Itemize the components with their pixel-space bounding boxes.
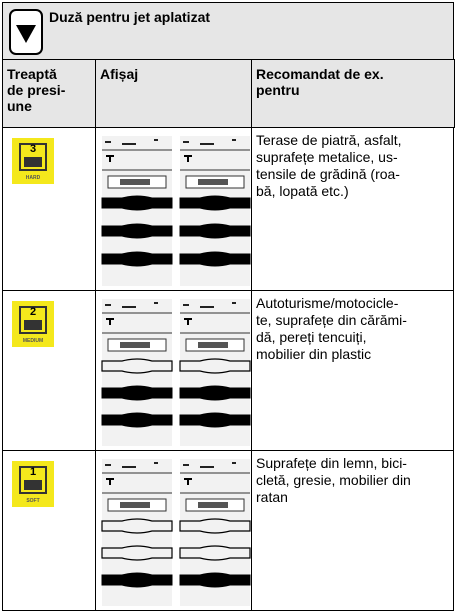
lcd-bar <box>101 518 173 534</box>
lcd-nozzle <box>106 318 114 325</box>
lcd-nozzle <box>106 478 114 485</box>
icon-frame <box>19 306 47 334</box>
text-line: cletă, gresie, mobilier din <box>256 472 411 488</box>
lcd-bar <box>179 385 251 401</box>
text-line: Treaptă <box>7 66 57 82</box>
lcd-bar <box>179 572 251 588</box>
column-header: Treaptă de presi-une <box>2 59 96 128</box>
level-number: 3 <box>30 143 36 155</box>
column-header-text: Recomandat de ex. pentru <box>256 66 384 98</box>
level-label: HARD <box>26 175 41 181</box>
lcd-top <box>105 139 158 145</box>
display-image <box>101 136 251 286</box>
lcd-bar <box>179 518 251 534</box>
title: Duză pentru jet aplatizat <box>49 9 211 25</box>
text-line: pentru <box>256 82 300 98</box>
text-line: Terase de piatră, asfalt, <box>256 132 402 148</box>
text-line: Autoturisme/motocicle- <box>256 295 399 311</box>
level-cell: 2 MEDIUM <box>2 290 96 451</box>
text-line: suprafețe metalice, us- <box>256 149 398 165</box>
lcd-bar <box>179 195 251 211</box>
text-line: te, suprafețe din cărămi- <box>256 312 407 328</box>
lcd-mode-text <box>198 502 228 508</box>
display-image <box>101 299 251 446</box>
recommendation-text: Autoturisme/motocicle-te, suprafețe din … <box>256 295 407 363</box>
column-header-text: Treaptă de presi-une <box>7 66 65 114</box>
level-icon: 3 HARD <box>12 138 54 184</box>
lcd-panel <box>101 459 173 606</box>
level-icon: 2 MEDIUM <box>12 301 54 347</box>
level-icon: 1 SOFT <box>12 461 54 507</box>
recommendation-cell: Autoturisme/motocicle-te, suprafețe din … <box>251 290 454 451</box>
icon-symbol <box>24 480 42 490</box>
display-cell <box>95 127 252 291</box>
lcd-bar <box>179 223 251 239</box>
recommendation-text: Suprafețe din lemn, bici-cletă, gresie, … <box>256 455 411 506</box>
lcd-top <box>183 462 236 468</box>
lcd-bar <box>101 358 173 374</box>
nozzle-icon <box>9 9 43 55</box>
level-number: 1 <box>30 466 36 478</box>
text-line: Afișaj <box>100 66 139 82</box>
display-image <box>101 459 251 606</box>
text-line: bă, lopată etc.) <box>256 183 349 199</box>
recommendation-cell: Suprafețe din lemn, bici-cletă, gresie, … <box>251 450 454 611</box>
lcd-top <box>183 139 236 145</box>
lcd-top <box>105 462 158 468</box>
text-line: mobilier din plastic <box>256 346 372 362</box>
lcd-bar <box>101 572 173 588</box>
icon-frame <box>19 143 47 171</box>
lcd-mode-text <box>120 342 150 348</box>
lcd-panel <box>101 136 173 286</box>
text-line: Recomandat de ex. <box>256 66 384 82</box>
lcd-panel <box>101 299 173 446</box>
lcd-bar <box>101 545 173 561</box>
lcd-top <box>105 302 158 308</box>
title-bar: Duză pentru jet aplatizat <box>2 2 454 60</box>
level-label: SOFT <box>26 498 39 504</box>
lcd-nozzle <box>184 318 192 325</box>
display-cell <box>95 450 252 611</box>
lcd-mode-text <box>120 179 150 185</box>
lcd-panel <box>179 299 251 446</box>
text-line: tensile de grădină (roa- <box>256 166 400 182</box>
column-header: Afișaj <box>95 59 252 128</box>
icon-symbol <box>24 157 42 167</box>
lcd-bar <box>101 251 173 267</box>
recommendation-text: Terase de piatră, asfalt, suprafețe metal… <box>256 132 402 200</box>
icon-frame <box>19 466 47 494</box>
level-cell: 1 SOFT <box>2 450 96 611</box>
column-header-text: Afișaj <box>100 66 138 82</box>
recommendation-cell: Terase de piatră, asfalt, suprafețe metal… <box>251 127 454 291</box>
column-header: Recomandat de ex. pentru <box>251 59 455 128</box>
lcd-bar <box>101 412 173 428</box>
lcd-mode-text <box>120 502 150 508</box>
lcd-nozzle <box>106 155 114 162</box>
lcd-mode-text <box>198 342 228 348</box>
lcd-bar <box>179 545 251 561</box>
lcd-bar <box>179 412 251 428</box>
lcd-top <box>183 302 236 308</box>
lcd-nozzle <box>184 478 192 485</box>
lcd-bar <box>179 251 251 267</box>
level-label: MEDIUM <box>23 338 43 344</box>
level-cell: 3 HARD <box>2 127 96 291</box>
level-number: 2 <box>30 306 36 318</box>
text-line: de presi- <box>7 82 66 98</box>
lcd-bar <box>101 223 173 239</box>
lcd-nozzle <box>184 155 192 162</box>
text-line: ratan <box>256 489 288 505</box>
display-cell <box>95 290 252 451</box>
lcd-panel <box>179 459 251 606</box>
lcd-bar <box>179 358 251 374</box>
lcd-bar <box>101 195 173 211</box>
text-line: Suprafețe din lemn, bici- <box>256 455 407 471</box>
lcd-mode-text <box>198 179 228 185</box>
lcd-panel <box>179 136 251 286</box>
text-line: une <box>7 98 32 114</box>
lcd-bar <box>101 385 173 401</box>
icon-symbol <box>24 320 42 330</box>
text-line: dă, pereți tencuiți, <box>256 329 367 345</box>
